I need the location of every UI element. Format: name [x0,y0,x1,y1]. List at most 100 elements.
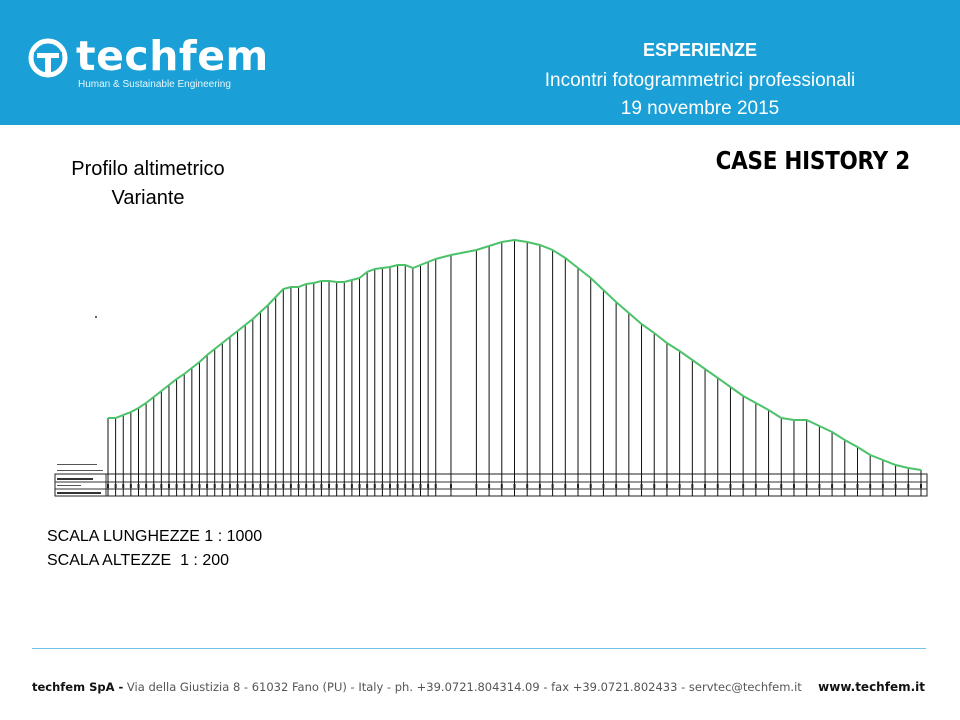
station-tick [129,484,132,488]
header-banner: techfem Human & Sustainable Engineering … [0,0,960,125]
techfem-logo-icon [28,38,68,78]
profile-subtitle: Variante [111,187,185,209]
table-header-mark [57,478,93,480]
station-tick [577,484,580,488]
station-tick [320,484,323,488]
station-tick [792,484,795,488]
station-tick [305,484,308,488]
station-tick [160,484,163,488]
profile-title: Profilo altimetrico [71,158,225,180]
station-tick [274,484,277,488]
station-tick [653,484,656,488]
station-tick [244,484,247,488]
station-tick [175,484,178,488]
station-tick [894,484,897,488]
footer-company: techfem SpA - [32,680,124,694]
footer-contacts: Via della Giustizia 8 - 61032 Fano (PU) … [123,680,802,694]
station-tick [358,484,361,488]
station-tick [920,484,922,488]
table-header-mark [57,470,103,471]
station-tick [167,484,170,488]
station-tick [538,484,541,488]
footer-address: techfem SpA - Via della Giustizia 8 - 61… [32,680,802,694]
station-tick [780,484,783,488]
station-tick [434,484,437,488]
station-tick [206,484,209,488]
station-tick [449,484,452,488]
station-tick [114,484,117,488]
station-tick [907,484,910,488]
station-tick [831,484,834,488]
logo-tagline: Human & Sustainable Engineering [78,79,231,90]
terrain-profile-line [108,238,922,471]
station-tick [289,484,292,488]
station-tick [856,484,859,488]
length-scale: SCALA LUNGHEZZE 1 : 1000 [47,528,263,545]
station-tick [427,484,430,488]
station-tick [488,484,491,488]
station-tick [343,484,346,488]
station-tick [411,484,414,488]
station-tick [678,484,681,488]
table-header-mark [57,492,101,494]
station-tick [221,484,224,488]
station-tick [500,484,503,488]
table-header-mark [57,485,81,486]
event-title: Incontri fotogrammetrici professionali [544,70,856,91]
station-tick [381,484,384,488]
station-tick [267,484,270,488]
station-tick [767,484,770,488]
station-tick [526,484,529,488]
station-tick [640,484,643,488]
table-header-mark [57,464,97,465]
station-tick [236,484,239,488]
station-tick [297,484,300,488]
station-tick [754,484,757,488]
station-tick [328,484,331,488]
logo-wordmark: techfem [76,32,269,80]
station-tick [691,484,694,488]
station-tick [602,484,605,488]
station-tick [615,484,618,488]
station-tick [145,484,148,488]
station-tick [843,484,846,488]
footer-divider [32,648,926,649]
station-tick [742,484,745,488]
station-tick [389,484,392,488]
station-tick [805,484,808,488]
station-tick [122,484,125,488]
station-tick [137,484,140,488]
reference-point [95,316,97,318]
slide-title: CASE HISTORY 2 [715,146,911,175]
station-tick [198,484,201,488]
station-tick [366,484,369,488]
station-tick [627,484,630,488]
station-tick [190,484,193,488]
station-tick [665,484,668,488]
station-tick [373,484,376,488]
station-tick [704,484,707,488]
station-tick [716,484,719,488]
station-tick [818,484,821,488]
station-tick [259,484,262,488]
website-link[interactable]: www.techfem.it [818,680,925,694]
station-tick [419,484,422,488]
station-tick [475,484,478,488]
height-scale: SCALA ALTEZZE 1 : 200 [47,552,230,569]
station-tick [282,484,285,488]
station-tick [312,484,315,488]
profile-data-table [54,316,928,497]
station-tick [213,484,216,488]
station-tick [589,484,592,488]
station-tick [251,484,254,488]
techfem-logo[interactable]: techfem Human & Sustainable Engineering [28,32,268,94]
station-tick [551,484,554,488]
station-tick [228,484,231,488]
station-tick [107,484,109,488]
station-tick [152,484,155,488]
section-label: ESPERIENZE [642,40,758,60]
table-frame [54,473,928,497]
station-tick [869,484,872,488]
station-tick [729,484,732,488]
